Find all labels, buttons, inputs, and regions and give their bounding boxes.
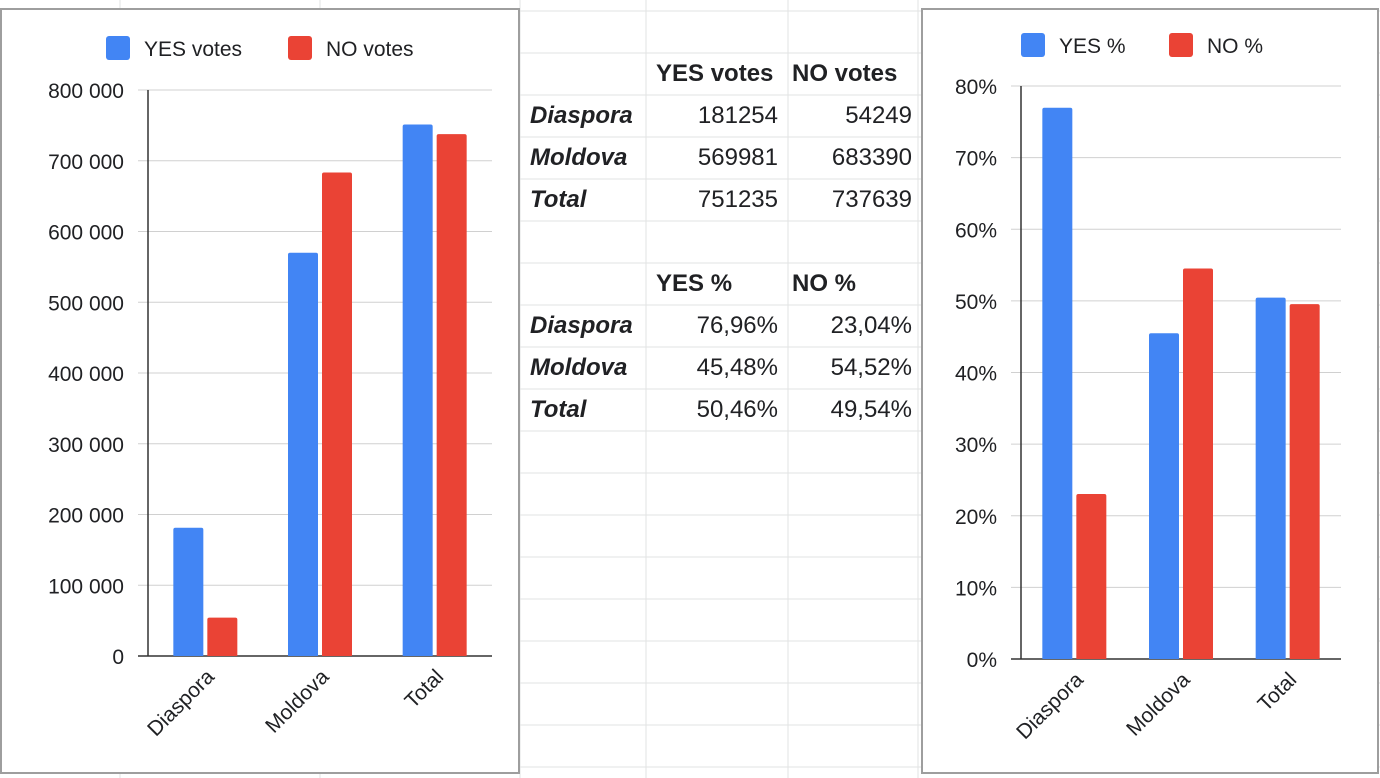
y-tick-label: 30%	[955, 434, 997, 457]
column-header-yes-votes[interactable]: YES votes	[656, 60, 774, 87]
data-table: YES votes NO votes Diaspora 181254 54249…	[522, 53, 920, 431]
percent-chart[interactable]: 0% 10% 20% 30% 40% 50% 60% 70% 80% Diaspora Moldov…	[921, 8, 1379, 774]
votes-chart[interactable]: 0 100 000 200 000 300 000 400 000 500 000 600 …	[0, 8, 520, 774]
y-tick-label: 60%	[955, 219, 997, 242]
legend-swatch	[1169, 33, 1193, 57]
yes-votes-cell[interactable]: 569981	[697, 144, 778, 171]
x-tick-label: Diaspora	[143, 665, 219, 741]
y-tick-label: 0%	[967, 649, 997, 672]
y-tick-label: 700 000	[48, 151, 124, 174]
x-tick-label: Total	[401, 665, 449, 713]
x-tick-label: Total	[1254, 668, 1302, 716]
empty-cell[interactable]	[522, 263, 646, 305]
bar-yes-votes-moldova[interactable]	[288, 252, 318, 656]
table-row: Moldova 45,48% 54,52%	[522, 347, 920, 389]
legend-label[interactable]: NO votes	[326, 38, 414, 61]
y-tick-label: 100 000	[48, 575, 124, 598]
table-row: Total 751235 737639	[522, 179, 920, 221]
y-tick-label: 50%	[955, 291, 997, 314]
row-label[interactable]: Total	[530, 186, 587, 213]
legend-label[interactable]: YES %	[1059, 35, 1126, 58]
table-row: Moldova 569981 683390	[522, 137, 920, 179]
x-tick-label: Moldova	[261, 665, 334, 738]
empty-cell[interactable]	[522, 53, 646, 95]
y-tick-label: 10%	[955, 577, 997, 600]
pct-header-row: YES % NO %	[522, 263, 920, 305]
y-tick-label: 40%	[955, 363, 997, 386]
table-row: Total 50,46% 49,54%	[522, 389, 920, 431]
y-tick-label: 200 000	[48, 505, 124, 528]
percent-chart-svg: 0% 10% 20% 30% 40% 50% 60% 70% 80% Diaspora Moldov…	[955, 33, 1341, 744]
row-label[interactable]: Moldova	[530, 354, 628, 381]
bar-no-moldova[interactable]	[1183, 268, 1213, 659]
no-pct-cell[interactable]: 23,04%	[830, 312, 912, 339]
bar-yes-moldova[interactable]	[1149, 333, 1179, 659]
bar-yes-total[interactable]	[1255, 297, 1286, 659]
y-tick-label: 800 000	[48, 80, 124, 103]
bar-no-votes-diaspora[interactable]	[207, 617, 238, 656]
y-tick-label: 300 000	[48, 434, 124, 457]
row-label[interactable]: Total	[530, 396, 587, 423]
empty-row	[522, 221, 920, 263]
no-pct-cell[interactable]: 54,52%	[830, 354, 912, 381]
no-pct-cell[interactable]: 49,54%	[830, 396, 912, 423]
column-header-no-votes[interactable]: NO votes	[792, 60, 898, 87]
bar-no-total[interactable]	[1289, 304, 1320, 659]
no-votes-cell[interactable]: 683390	[831, 144, 912, 171]
bar-no-votes-total[interactable]	[436, 134, 467, 656]
y-tick-label: 80%	[955, 76, 997, 99]
y-tick-label: 600 000	[48, 222, 124, 245]
legend-swatch	[1021, 33, 1045, 57]
yes-pct-cell[interactable]: 50,46%	[696, 396, 778, 423]
yes-pct-cell[interactable]: 45,48%	[696, 354, 778, 381]
legend-swatch	[288, 36, 312, 60]
row-label[interactable]: Diaspora	[530, 102, 633, 129]
y-tick-label: 500 000	[48, 292, 124, 315]
legend-label[interactable]: NO %	[1207, 35, 1263, 58]
legend-label[interactable]: YES votes	[144, 38, 242, 61]
y-tick-label: 20%	[955, 506, 997, 529]
bar-no-diaspora[interactable]	[1076, 493, 1107, 659]
x-tick-label: Diaspora	[1012, 668, 1088, 744]
column-header-yes-pct[interactable]: YES %	[656, 270, 733, 297]
yes-pct-cell[interactable]: 76,96%	[696, 312, 778, 339]
row-label[interactable]: Moldova	[530, 144, 628, 171]
bar-yes-votes-diaspora[interactable]	[173, 527, 204, 656]
column-header-no-pct[interactable]: NO %	[792, 270, 857, 297]
x-tick-label: Moldova	[1122, 668, 1195, 741]
y-tick-label: 70%	[955, 148, 997, 171]
y-tick-label: 400 000	[48, 363, 124, 386]
no-votes-cell[interactable]: 54249	[845, 102, 912, 129]
empty-cell[interactable]	[646, 221, 786, 263]
y-tick-label: 0	[112, 646, 124, 669]
no-votes-cell[interactable]: 737639	[831, 186, 912, 213]
empty-cell[interactable]	[522, 221, 646, 263]
row-label[interactable]: Diaspora	[530, 312, 633, 339]
bar-yes-diaspora[interactable]	[1042, 107, 1073, 660]
bar-yes-votes-total[interactable]	[402, 124, 433, 657]
table-row: Diaspora 76,96% 23,04%	[522, 305, 920, 347]
table-row: Diaspora 181254 54249	[522, 95, 920, 137]
bar-no-votes-moldova[interactable]	[322, 172, 352, 656]
yes-votes-cell[interactable]: 751235	[697, 186, 778, 213]
yes-votes-cell[interactable]: 181254	[697, 102, 778, 129]
empty-cell[interactable]	[786, 221, 920, 263]
votes-chart-svg: 0 100 000 200 000 300 000 400 000 500 000 600 …	[48, 36, 492, 741]
legend-swatch	[106, 36, 130, 60]
votes-header-row: YES votes NO votes	[522, 53, 920, 95]
